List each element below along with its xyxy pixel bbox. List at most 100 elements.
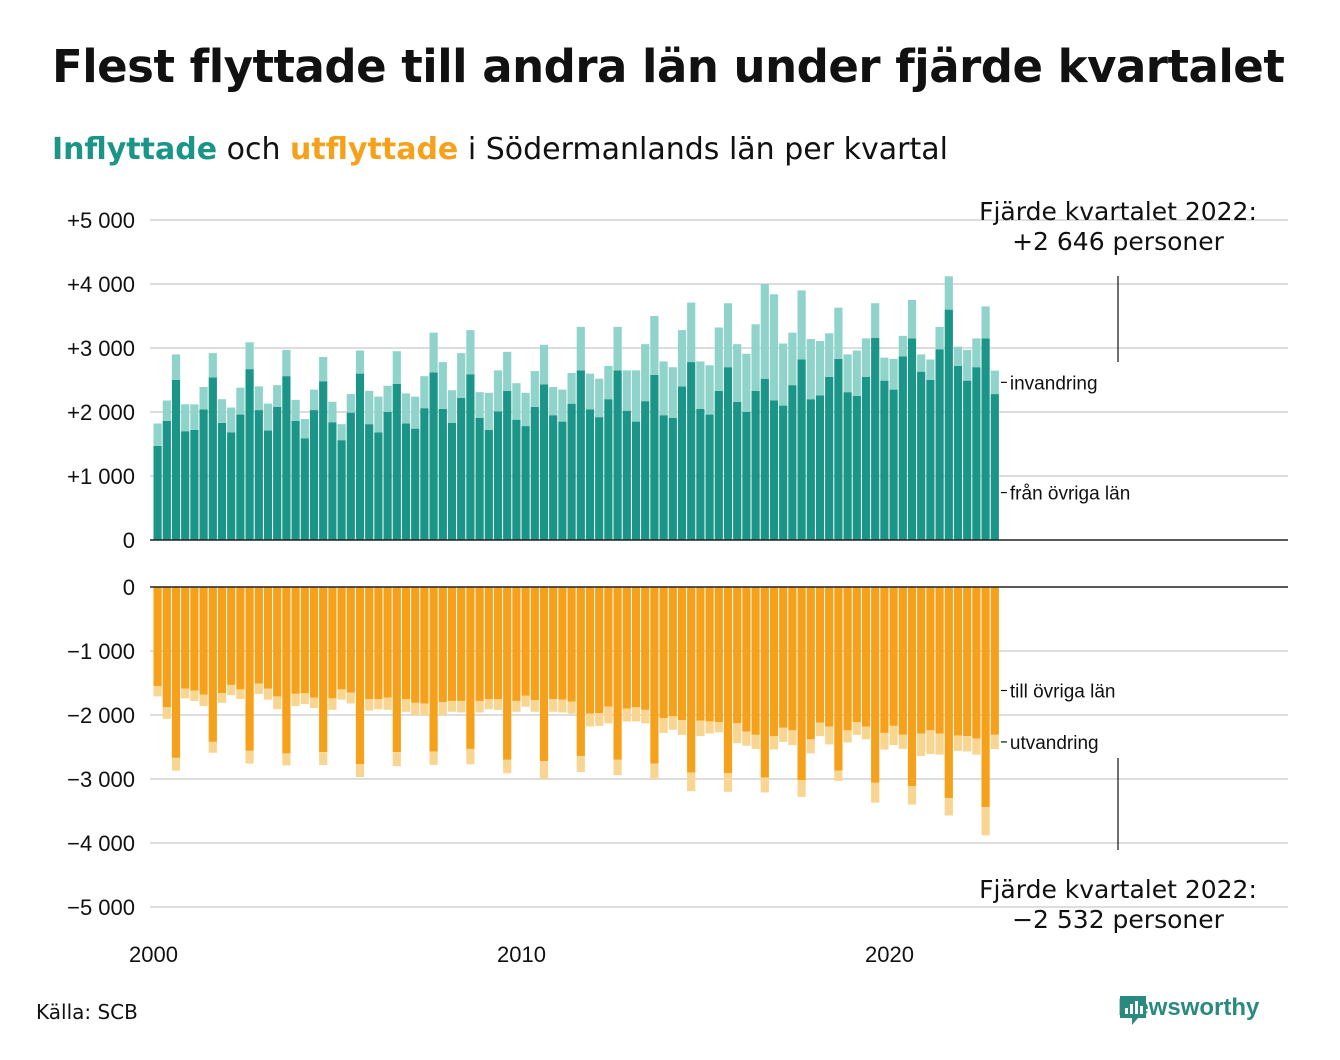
bar-in-domestic bbox=[365, 424, 374, 540]
bar-out-emigration bbox=[438, 702, 447, 715]
bar-in-domestic bbox=[769, 400, 779, 540]
bar-out-emigration bbox=[539, 761, 549, 779]
bar-in-immigration bbox=[282, 349, 291, 377]
bar-out-domestic bbox=[171, 587, 181, 758]
bar-in-domestic bbox=[714, 390, 723, 540]
bar-out-domestic bbox=[447, 587, 457, 701]
bar-out-emigration bbox=[171, 757, 181, 771]
bar-in-immigration bbox=[273, 385, 282, 407]
bar-out-domestic bbox=[733, 587, 742, 724]
bar-in-immigration bbox=[530, 371, 539, 407]
bar-in-immigration bbox=[641, 344, 650, 402]
bar-out-emigration bbox=[493, 699, 503, 710]
bar-in-domestic bbox=[162, 420, 171, 540]
bar-in-immigration bbox=[852, 350, 861, 396]
bar-in-immigration bbox=[309, 389, 319, 411]
bar-out-emigration bbox=[374, 699, 383, 710]
bar-in-immigration bbox=[227, 407, 236, 433]
bar-out-emigration bbox=[760, 777, 769, 793]
bar-out-domestic bbox=[319, 587, 328, 753]
bar-in-immigration bbox=[613, 326, 622, 371]
bar-in-immigration bbox=[742, 353, 751, 412]
y-tick-label-top: +3 000 bbox=[67, 336, 135, 361]
bar-in-domestic bbox=[291, 420, 300, 540]
bar-out-emigration bbox=[355, 764, 365, 778]
bar-out-domestic bbox=[208, 587, 217, 742]
bar-out-emigration bbox=[815, 722, 825, 737]
bar-out-domestic bbox=[641, 587, 650, 710]
bar-out-emigration bbox=[208, 741, 217, 753]
bar-in-domestic bbox=[963, 380, 972, 540]
y-tick-label-bottom: −1 000 bbox=[67, 639, 135, 664]
bar-out-emigration bbox=[512, 700, 521, 712]
bar-out-domestic bbox=[236, 587, 245, 690]
bar-in-immigration bbox=[539, 344, 549, 385]
bar-in-immigration bbox=[181, 404, 190, 432]
bar-out-domestic bbox=[263, 587, 273, 689]
source-label: Källa: SCB bbox=[36, 1000, 138, 1024]
bar-out-domestic bbox=[953, 587, 963, 736]
bar-out-emigration bbox=[604, 706, 613, 724]
bar-in-immigration bbox=[769, 294, 779, 401]
bar-out-emigration bbox=[769, 736, 779, 750]
brand-logo[interactable]: Newsworthy bbox=[1118, 994, 1259, 1025]
bar-in-domestic bbox=[438, 408, 447, 540]
bar-in-domestic bbox=[604, 399, 613, 540]
bar-out-emigration bbox=[457, 700, 466, 713]
bar-in-immigration bbox=[374, 396, 383, 433]
bar-in-immigration bbox=[401, 393, 411, 424]
bar-in-immigration bbox=[953, 346, 963, 366]
bar-in-domestic bbox=[861, 376, 871, 540]
bar-in-domestic bbox=[411, 428, 420, 540]
bar-in-immigration bbox=[291, 399, 300, 421]
bar-in-immigration bbox=[650, 316, 659, 375]
bar-out-domestic bbox=[935, 587, 944, 734]
bar-in-domestic bbox=[742, 412, 751, 540]
bar-out-emigration bbox=[898, 734, 907, 749]
bar-out-domestic bbox=[365, 587, 374, 699]
annotation-bottom-line1: Fjärde kvartalet 2022: bbox=[979, 875, 1257, 904]
bar-in-domestic bbox=[953, 365, 963, 540]
bar-in-domestic bbox=[825, 376, 834, 540]
bar-in-immigration bbox=[153, 423, 162, 446]
bar-out-domestic bbox=[521, 587, 530, 696]
bar-in-immigration bbox=[751, 324, 760, 391]
bar-out-domestic bbox=[825, 587, 834, 727]
bar-in-domestic bbox=[466, 374, 475, 540]
bar-out-domestic bbox=[576, 587, 585, 756]
bar-out-emigration bbox=[733, 723, 742, 744]
bar-in-domestic bbox=[558, 421, 567, 540]
bar-in-immigration bbox=[503, 351, 512, 391]
bar-out-emigration bbox=[990, 734, 999, 750]
bar-in-immigration bbox=[328, 401, 337, 423]
y-tick-label-bottom: −2 000 bbox=[67, 703, 135, 728]
bar-out-emigration bbox=[585, 713, 595, 727]
bar-out-emigration bbox=[227, 684, 236, 696]
bar-in-immigration bbox=[631, 370, 641, 422]
bar-in-immigration bbox=[512, 383, 521, 420]
bar-in-domestic bbox=[871, 337, 880, 540]
bar-in-immigration bbox=[981, 306, 990, 339]
bar-out-domestic bbox=[705, 587, 714, 722]
bar-in-immigration bbox=[383, 385, 392, 412]
bar-out-domestic bbox=[217, 587, 227, 694]
bar-in-domestic bbox=[880, 380, 889, 540]
bar-in-immigration bbox=[475, 392, 484, 418]
bar-out-emigration bbox=[834, 770, 843, 781]
bar-out-domestic bbox=[493, 587, 503, 699]
bar-in-domestic bbox=[705, 414, 714, 540]
bar-in-domestic bbox=[282, 376, 291, 540]
bar-in-domestic bbox=[420, 408, 429, 540]
bar-in-domestic bbox=[622, 410, 631, 540]
bar-out-domestic bbox=[714, 587, 723, 723]
bar-in-domestic bbox=[981, 338, 990, 540]
bar-in-immigration bbox=[806, 339, 815, 400]
bar-out-emigration bbox=[981, 807, 990, 836]
bar-out-domestic bbox=[815, 587, 825, 723]
bar-out-domestic bbox=[457, 587, 466, 701]
bar-in-domestic bbox=[650, 374, 659, 540]
bar-out-domestic bbox=[889, 587, 898, 726]
bar-in-domestic bbox=[733, 401, 742, 540]
bar-in-immigration bbox=[420, 376, 429, 409]
bar-out-domestic bbox=[898, 587, 907, 735]
